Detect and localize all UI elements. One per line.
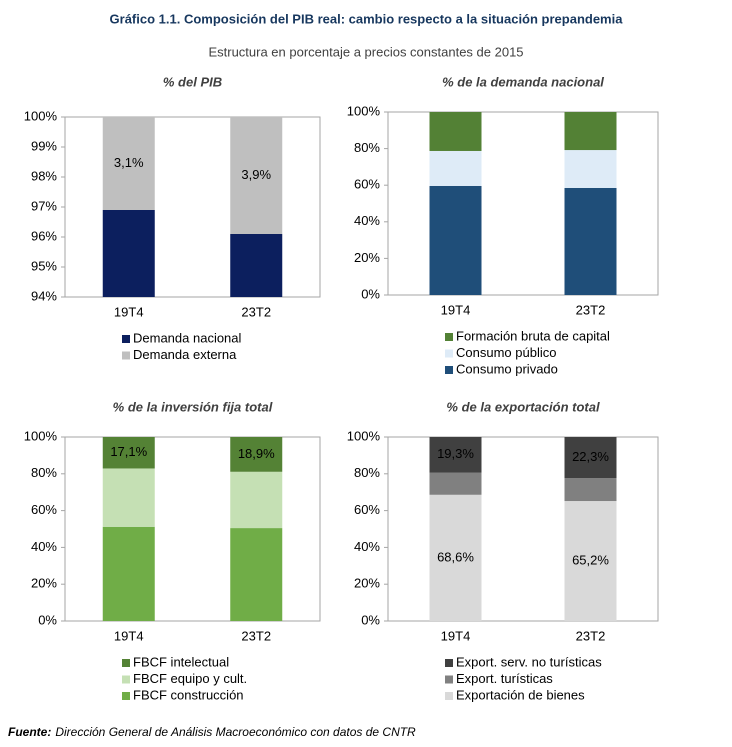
data-label: 17,1% — [110, 444, 147, 459]
legend-swatch — [445, 675, 453, 684]
y-tick-label: 40% — [31, 539, 57, 554]
x-tick-label: 23T2 — [241, 304, 271, 319]
source: Fuente: Dirección General de Análisis Mac… — [8, 725, 416, 739]
plot-area — [64, 436, 321, 622]
y-tick-label: 100% — [347, 103, 381, 118]
legend-label: Formación bruta de capital — [456, 328, 610, 343]
y-tick-label: 100% — [347, 428, 381, 443]
bar-segment — [429, 150, 482, 186]
legend-swatch — [445, 333, 453, 341]
y-tick-label: 99% — [31, 138, 57, 153]
bar-segment — [230, 117, 283, 234]
y-tick-label: 100% — [24, 428, 58, 443]
legend-swatch — [122, 692, 130, 700]
data-label: 68,6% — [437, 549, 474, 564]
y-tick-label: 94% — [31, 288, 57, 303]
legend-swatch — [445, 366, 453, 374]
x-tick-label: 23T2 — [576, 302, 606, 317]
source-text: Dirección General de Análisis Macroeconó… — [55, 725, 416, 739]
legend-swatch — [122, 659, 130, 667]
legend-swatch — [445, 692, 453, 700]
y-tick-label: 60% — [354, 502, 380, 517]
y-tick-label: 80% — [31, 465, 57, 480]
chart-title: % de la inversión fija total — [113, 399, 273, 414]
bar-segment — [102, 437, 155, 469]
y-tick-label: 20% — [31, 576, 57, 591]
data-label: 3,1% — [114, 155, 144, 170]
chart-title: % de la exportación total — [446, 399, 600, 414]
bar-segment — [429, 472, 482, 495]
bar-segment — [102, 526, 155, 621]
bar-segment — [230, 528, 283, 621]
x-tick-label: 19T4 — [441, 628, 471, 643]
figure-title: Gráfico 1.1. Composición del PIB real: c… — [110, 11, 624, 26]
legend-swatch — [122, 335, 130, 343]
bar-segment — [564, 437, 617, 479]
bar-segment — [429, 112, 482, 151]
legend-swatch — [122, 675, 130, 684]
bar-segment — [564, 501, 617, 621]
bar-segment — [564, 112, 617, 151]
bar-segment — [102, 210, 155, 297]
legend-label: FBCF construcción — [133, 687, 244, 702]
x-tick-label: 23T2 — [576, 628, 606, 643]
y-tick-label: 20% — [354, 576, 380, 591]
y-tick-label: 60% — [354, 177, 380, 192]
y-tick-label: 80% — [354, 140, 380, 155]
source-label: Fuente: — [8, 725, 51, 739]
legend-label: FBCF intelectual — [133, 654, 229, 669]
y-tick-label: 95% — [31, 258, 57, 273]
plot-area — [387, 436, 659, 622]
y-tick-label: 60% — [31, 502, 57, 517]
y-tick-label: 96% — [31, 228, 57, 243]
y-tick-label: 20% — [354, 250, 380, 265]
y-tick-label: 98% — [31, 168, 57, 183]
data-label: 65,2% — [572, 552, 609, 567]
x-tick-label: 23T2 — [241, 628, 271, 643]
legend-swatch — [445, 349, 453, 358]
y-tick-label: 100% — [24, 108, 58, 123]
bar-segment — [429, 494, 482, 621]
bar-segment — [564, 150, 617, 188]
y-tick-label: 97% — [31, 198, 57, 213]
y-tick-label: 0% — [361, 286, 380, 301]
chart-title: % del PIB — [163, 74, 222, 89]
data-label: 18,9% — [238, 446, 275, 461]
chart-title: % de la demanda nacional — [442, 74, 604, 89]
legend-label: FBCF equipo y cult. — [133, 671, 247, 686]
legend-label: Consumo privado — [456, 361, 558, 376]
y-tick-label: 80% — [354, 465, 380, 480]
x-tick-label: 19T4 — [441, 302, 471, 317]
legend-label: Exportación de bienes — [456, 687, 585, 702]
legend-label: Export. turísticas — [456, 671, 553, 686]
plot-area — [387, 111, 659, 296]
data-label: 3,9% — [241, 167, 271, 182]
legend-label: Consumo público — [456, 345, 556, 360]
legend-swatch — [445, 659, 453, 667]
y-tick-label: 0% — [361, 612, 380, 627]
legend-label: Demanda externa — [133, 347, 237, 362]
bar-segment — [230, 234, 283, 297]
bar-segment — [564, 478, 617, 502]
figure-subtitle: Estructura en porcentaje a precios const… — [208, 44, 523, 59]
legend-label: Demanda nacional — [133, 330, 242, 345]
legend-label: Export. serv. no turísticas — [456, 654, 602, 669]
bar-segment — [230, 471, 283, 529]
bar-segment — [230, 437, 283, 472]
bar-segment — [564, 187, 617, 295]
bar-segment — [429, 437, 482, 473]
bar-segment — [102, 117, 155, 210]
bar-segment — [102, 468, 155, 527]
y-tick-label: 0% — [38, 612, 57, 627]
x-tick-label: 19T4 — [114, 628, 144, 643]
data-label: 22,3% — [572, 449, 609, 464]
bar-segment — [429, 185, 482, 295]
y-tick-label: 40% — [354, 213, 380, 228]
y-tick-label: 40% — [354, 539, 380, 554]
legend-swatch — [122, 351, 130, 360]
data-label: 19,3% — [437, 446, 474, 461]
x-tick-label: 19T4 — [114, 304, 144, 319]
